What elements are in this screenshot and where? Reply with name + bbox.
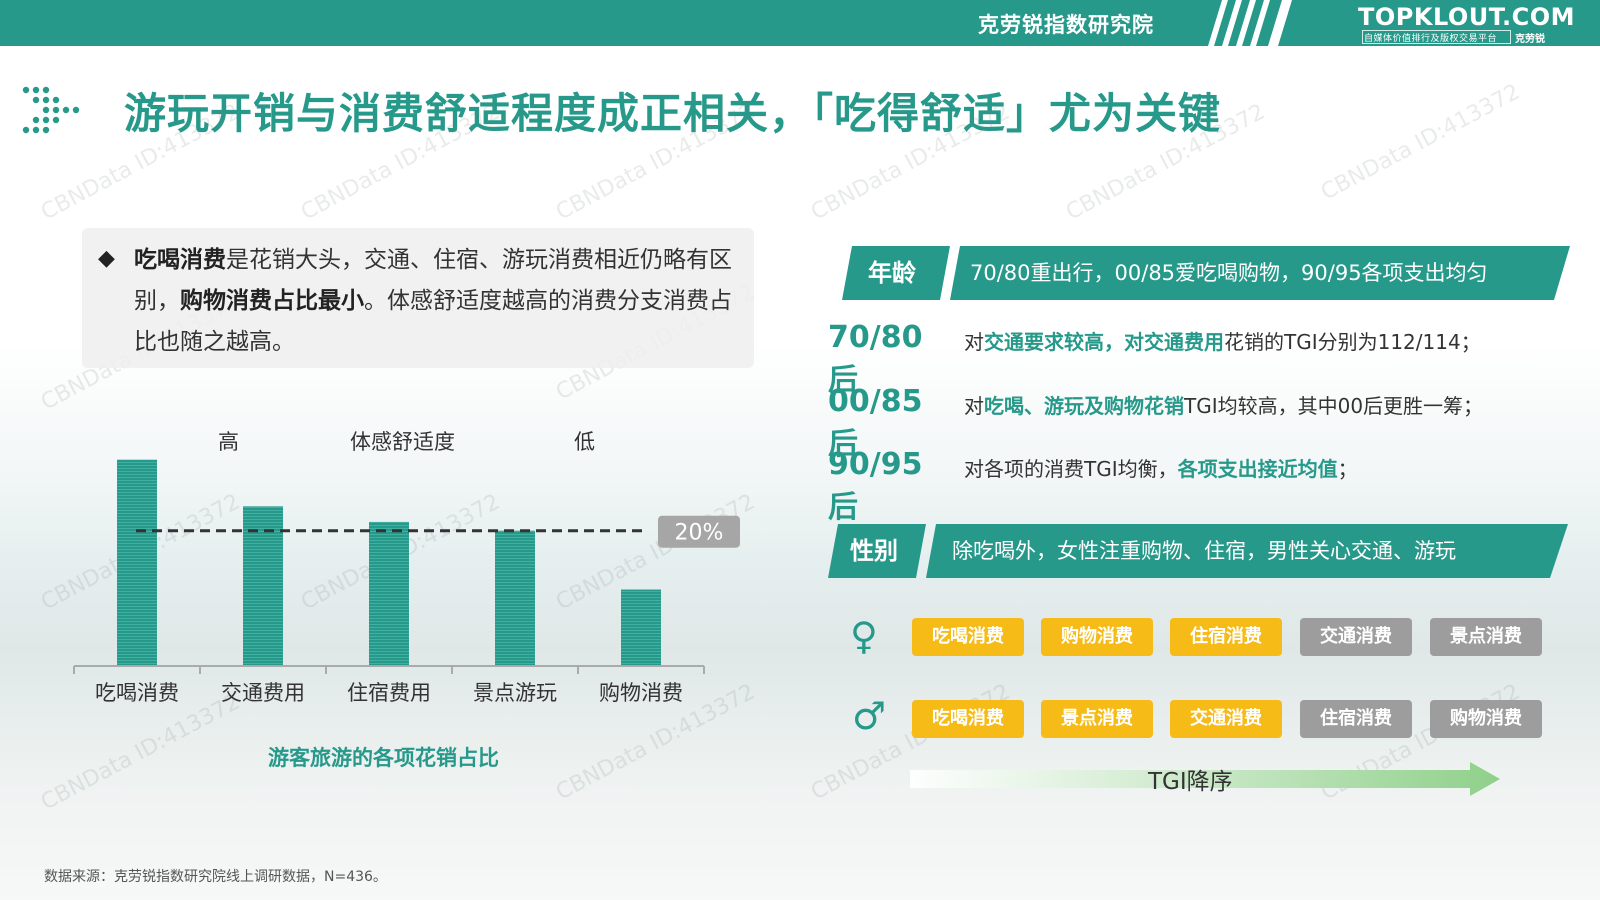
brand-cn: 克劳锐 <box>1515 34 1545 45</box>
age-desc-post: ； <box>1337 457 1358 481</box>
age-desc: 对交通要求较高，对交通费用花销的TGI分别为112/114； <box>964 326 1481 355</box>
tgi-arrow-icon <box>910 762 1500 796</box>
chart-caption: 游客旅游的各项花销占比 <box>268 746 499 770</box>
note-text-2: 。体感舒适度越高的消费分支消费占比也随之越高。 <box>134 288 732 355</box>
comfort-high-label: 高 <box>218 430 239 454</box>
male-icon: ♂ <box>852 694 887 738</box>
male-tgi-1: 吃喝消费 <box>912 700 1024 738</box>
summary-note: ◆ 吃喝消费是花销大头，交通、住宿、游玩消费相近仍略有区别，购物消费占比最小。体… <box>82 228 754 368</box>
male-tgi-5: 购物消费 <box>1430 700 1542 738</box>
age-desc-highlight: 交通要求较高，对交通费用 <box>984 330 1224 354</box>
brand-logo: TOPKLOUT.COM <box>1358 3 1576 31</box>
gender-summary: 除吃喝外，女性注重购物、住宿，男性关心交通、游玩 <box>952 539 1456 563</box>
brand-sub-box <box>1362 30 1511 44</box>
brand-sub: 自媒体价值排行及版权交易平台 <box>1364 34 1498 44</box>
male-tgi-4: 住宿消费 <box>1300 700 1412 738</box>
age-desc-post: TGI均较高，其中00后更胜一筹； <box>1184 394 1484 418</box>
male-tgi-3: 交通消费 <box>1170 700 1282 738</box>
age-desc-pre: 对 <box>964 394 984 418</box>
note-bold-2: 购物消费占比最小 <box>180 288 364 314</box>
data-source: 数据来源：克劳锐指数研究院线上调研数据，N=436。 <box>44 869 387 885</box>
reference-badge <box>658 515 740 548</box>
page-title: 游玩开销与消费舒适程度成正相关，「吃得舒适」尤为关键 <box>124 89 1222 138</box>
bar-chart: 吃喝消费 交通费用 住宿费用 景点游玩 购物消费 20% <box>73 459 740 705</box>
bar <box>117 459 157 666</box>
category-label: 住宿费用 <box>347 681 431 705</box>
age-desc-post: 花销的TGI分别为112/114； <box>1224 330 1481 354</box>
age-desc-pre: 对 <box>964 330 984 354</box>
bar <box>243 506 283 666</box>
age-desc-highlight: 各项支出接近均值 <box>1177 457 1338 481</box>
age-label: 70/80后 <box>828 320 923 398</box>
bar <box>495 530 535 666</box>
age-tag: 年龄 <box>868 259 916 287</box>
summary-text: 吃喝消费是花销大头，交通、住宿、游玩消费相近仍略有区别，购物消费占比最小。体感舒… <box>134 240 734 363</box>
age-desc: 对各项的消费TGI均衡，各项支出接近均值； <box>964 453 1358 482</box>
female-icon: ♀ <box>850 614 878 658</box>
age-label: 00/85后 <box>828 384 923 462</box>
stripes-icon <box>1208 0 1292 46</box>
age-header: 年龄 70/80重出行，00/85爱吃喝购物，90/95各项支出均匀 <box>842 246 1570 300</box>
female-tgi-2: 购物消费 <box>1041 618 1153 656</box>
female-tgi-5: 景点消费 <box>1430 618 1542 656</box>
category-label: 购物消费 <box>599 681 683 705</box>
male-tgi-2: 景点消费 <box>1041 700 1153 738</box>
org-name: 克劳锐指数研究院 <box>978 13 1154 37</box>
gender-header: 性别 除吃喝外，女性注重购物、住宿，男性关心交通、游玩 <box>828 524 1568 578</box>
age-summary: 70/80重出行，00/85爱吃喝购物，90/95各项支出均匀 <box>970 261 1488 285</box>
female-tgi-3: 住宿消费 <box>1170 618 1282 656</box>
tgi-label: TGI降序 <box>1148 769 1233 795</box>
diamond-bullet-icon: ◆ <box>98 246 115 271</box>
age-desc: 对吃喝、游玩及购物花销TGI均较高，其中00后更胜一筹； <box>964 390 1483 419</box>
gender-header-bg <box>828 524 1568 578</box>
category-label: 交通费用 <box>221 681 305 705</box>
comfort-axis-title: 体感舒适度 <box>350 430 455 454</box>
age-desc-pre: 对各项的消费TGI均衡， <box>964 457 1178 481</box>
bar <box>621 589 661 666</box>
category-label: 吃喝消费 <box>95 681 179 705</box>
female-tgi-4: 交通消费 <box>1300 618 1412 656</box>
gender-tag: 性别 <box>850 537 898 565</box>
category-label: 景点游玩 <box>473 681 557 705</box>
age-header-bg <box>842 246 1570 300</box>
female-tgi-1: 吃喝消费 <box>912 618 1024 656</box>
age-desc-highlight: 吃喝、游玩及购物花销 <box>984 394 1184 418</box>
age-label: 90/95后 <box>828 447 923 525</box>
note-text-1: 是花销大头，交通、住宿、游玩消费相近仍略有区别， <box>134 247 732 314</box>
bar <box>369 521 409 666</box>
note-bold-1: 吃喝消费 <box>134 247 226 273</box>
watermark: CBNData ID:413372 <box>1317 79 1525 206</box>
reference-label: 20% <box>675 521 724 546</box>
dots-icon <box>22 86 80 134</box>
header-bar: 克劳锐指数研究院 TOPKLOUT.COM 自媒体价值排行及版权交易平台 克劳锐 <box>0 0 1600 46</box>
comfort-low-label: 低 <box>574 430 595 454</box>
